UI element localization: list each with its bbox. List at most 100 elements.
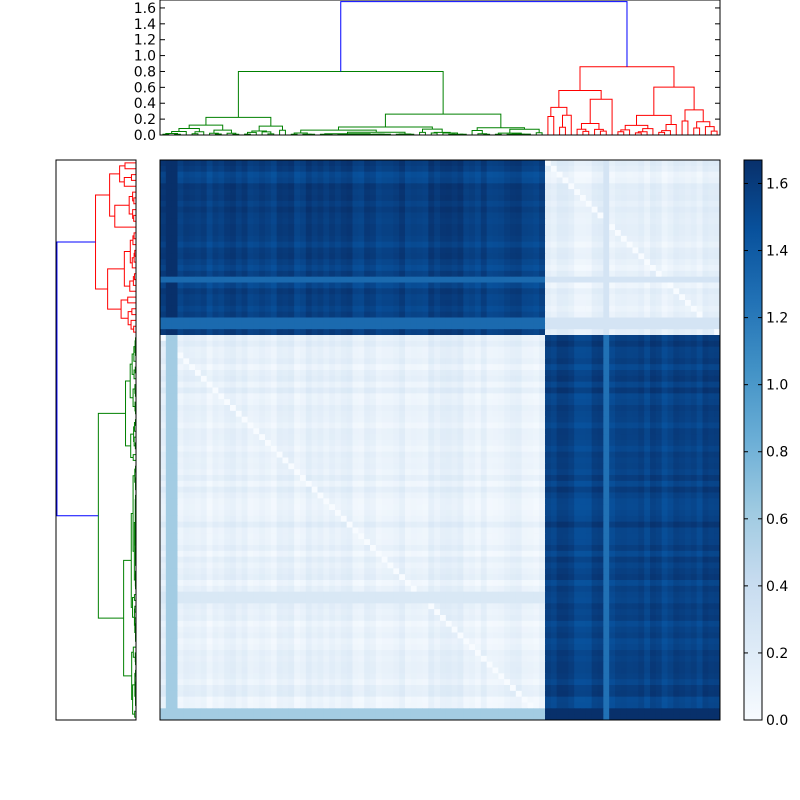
heatmap-cell: [410, 247, 418, 254]
heatmap-cell: [282, 323, 289, 330]
heatmap-cell: [165, 224, 173, 231]
heatmap-cell: [305, 160, 313, 167]
heatmap-cell: [673, 329, 680, 336]
heatmap-cell: [177, 195, 184, 202]
heatmap-cell: [550, 282, 558, 289]
heatmap-cell: [504, 399, 511, 406]
heatmap-cell: [469, 445, 476, 453]
heatmap-cell: [230, 195, 237, 202]
heatmap-cell: [235, 416, 243, 423]
heatmap-cell: [591, 434, 598, 441]
heatmap-cell: [626, 340, 633, 348]
heatmap-cell: [585, 212, 593, 219]
heatmap-cell: [370, 416, 377, 423]
heatmap-cell: [410, 317, 418, 324]
heatmap-cell: [381, 171, 388, 178]
heatmap-cell: [340, 428, 348, 435]
heatmap-cell: [527, 305, 534, 313]
heatmap-cell: [550, 381, 558, 388]
heatmap-cell: [568, 381, 575, 388]
heatmap-cell: [539, 340, 546, 348]
heatmap-cell: [410, 340, 418, 348]
heatmap-cell: [650, 323, 657, 330]
heatmap-cell: [667, 265, 674, 272]
heatmap-cell: [673, 218, 680, 225]
heatmap-cell: [276, 305, 283, 313]
heatmap-cell: [539, 165, 546, 173]
heatmap-cell: [270, 294, 278, 301]
heatmap-cell: [387, 346, 394, 353]
heatmap-cell: [638, 352, 645, 359]
heatmap-cell: [224, 387, 231, 394]
heatmap-cell: [393, 177, 400, 184]
heatmap-cell: [679, 340, 686, 348]
heatmap-cell: [352, 352, 359, 359]
heatmap-cell: [620, 329, 628, 336]
heatmap-cell: [265, 265, 272, 272]
heatmap-cell: [685, 165, 692, 173]
heatmap-cell: [650, 206, 657, 213]
heatmap-cell: [305, 224, 313, 231]
heatmap-cell: [288, 189, 295, 196]
heatmap-cell: [393, 305, 400, 313]
heatmap-cell: [562, 206, 569, 213]
heatmap-cell: [469, 364, 476, 371]
heatmap-cell: [638, 212, 645, 219]
heatmap-cell: [265, 375, 272, 383]
heatmap-cell: [230, 224, 237, 231]
heatmap-cell: [469, 329, 476, 336]
heatmap-cell: [393, 387, 400, 394]
heatmap-cell: [492, 422, 499, 429]
heatmap-cell: [282, 253, 289, 260]
heatmap-cell: [428, 177, 435, 184]
heatmap-cell: [235, 300, 243, 307]
heatmap-cell: [288, 311, 295, 318]
heatmap-cell: [475, 305, 482, 313]
heatmap-cell: [253, 387, 260, 394]
heatmap-cell: [451, 270, 458, 278]
heatmap-cell: [457, 270, 464, 278]
heatmap-cell: [545, 259, 552, 266]
heatmap-cell: [650, 393, 657, 400]
heatmap-cell: [615, 177, 622, 184]
heatmap-cell: [253, 165, 260, 173]
heatmap-cell: [218, 218, 225, 225]
heatmap-cell: [393, 165, 400, 173]
heatmap-cell: [475, 230, 482, 237]
heatmap-cell: [603, 311, 610, 318]
heatmap-cell: [399, 241, 406, 248]
heatmap-cell: [189, 311, 196, 318]
heatmap-cell: [445, 428, 453, 435]
heatmap-cell: [702, 311, 709, 318]
heatmap-cell: [253, 317, 260, 324]
heatmap-cell: [620, 253, 628, 260]
heatmap-cell: [574, 288, 581, 295]
heatmap-cell: [352, 375, 359, 383]
heatmap-cell: [609, 235, 616, 243]
heatmap-cell: [259, 276, 266, 283]
heatmap-cell: [218, 171, 225, 178]
heatmap-cell: [335, 288, 342, 295]
heatmap-cell: [416, 364, 423, 371]
heatmap-cell: [521, 399, 528, 406]
heatmap-cell: [644, 195, 651, 202]
heatmap-cell: [492, 323, 499, 330]
heatmap-cell: [160, 416, 167, 423]
heatmap-cell: [346, 253, 353, 260]
heatmap-cell: [323, 364, 330, 371]
heatmap-cell: [165, 387, 173, 394]
heatmap-cell: [218, 241, 225, 248]
heatmap-cell: [340, 253, 348, 260]
heatmap-cell: [457, 200, 464, 208]
heatmap-cell: [679, 323, 686, 330]
heatmap-cell: [504, 212, 511, 219]
heatmap-cell: [510, 434, 517, 441]
heatmap-cell: [463, 265, 470, 272]
heatmap-cell: [189, 200, 196, 208]
heatmap-cell: [405, 445, 412, 453]
heatmap-cell: [265, 381, 272, 388]
heatmap-cell: [218, 160, 225, 167]
heatmap-cell: [545, 340, 552, 348]
heatmap-cell: [562, 195, 569, 202]
heatmap-cell: [311, 235, 318, 243]
